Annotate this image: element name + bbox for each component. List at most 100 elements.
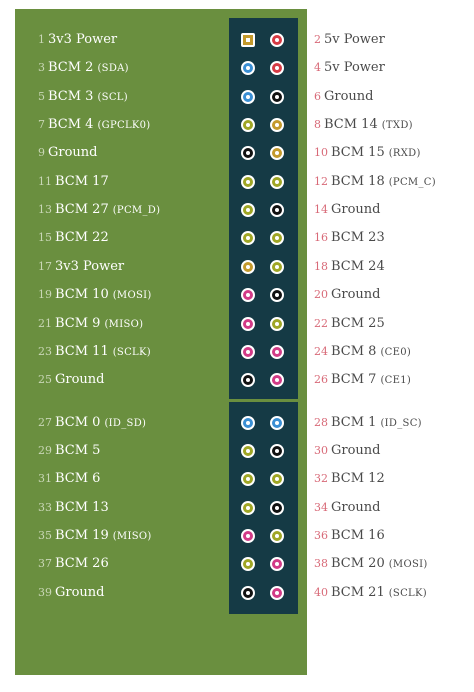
pin-number: 12 xyxy=(314,174,328,188)
pin-name: BCM 10 xyxy=(55,287,109,303)
pin-name: BCM 1 xyxy=(331,414,377,430)
pin-number: 11 xyxy=(38,174,52,188)
pin-31-icon xyxy=(241,472,255,487)
pin-39-label: 39 Ground xyxy=(38,584,105,602)
pin-9-label: 9 Ground xyxy=(38,144,98,162)
pin-16-label: 16 BCM 23 xyxy=(314,229,385,247)
pin-number: 30 xyxy=(314,443,328,457)
pin-1-icon xyxy=(241,33,255,47)
pin-name: BCM 20 xyxy=(331,556,385,572)
pin-name: Ground xyxy=(48,145,98,161)
pin-24-icon xyxy=(270,344,284,359)
pin-35-icon xyxy=(241,528,255,543)
pin-15-icon xyxy=(241,231,255,246)
pin-number: 29 xyxy=(38,443,52,457)
pin-number: 10 xyxy=(314,146,328,160)
pin-26-icon xyxy=(270,373,284,388)
pin-number: 14 xyxy=(314,203,328,217)
pin-7-icon xyxy=(241,118,255,133)
pin-number: 27 xyxy=(38,415,52,429)
pin-name: BCM 27 xyxy=(55,202,109,218)
pin-25-label: 25 Ground xyxy=(38,371,105,389)
pin-number: 23 xyxy=(38,344,52,358)
pin-name: Ground xyxy=(331,442,381,458)
pin-32-label: 32 BCM 12 xyxy=(314,470,385,488)
pin-function: (CE1) xyxy=(380,375,412,387)
pin-function: (MISO) xyxy=(112,530,152,542)
pin-name: BCM 18 xyxy=(331,173,385,189)
pin-function: (PCM_D) xyxy=(112,205,161,217)
pin-23-label: 23 BCM 11 (SCLK) xyxy=(38,343,151,361)
pin-function: (MOSI) xyxy=(388,559,428,571)
pin-number: 6 xyxy=(314,89,321,103)
pin-number: 39 xyxy=(38,585,52,599)
pin-name: Ground xyxy=(331,499,381,515)
pin-number: 28 xyxy=(314,415,328,429)
pin-function: (ID_SD) xyxy=(104,417,147,429)
pin-name: Ground xyxy=(324,88,374,104)
pin-3-label: 3 BCM 2 (SDA) xyxy=(38,59,129,77)
pin-name: Ground xyxy=(55,372,105,388)
pin-5-label: 5 BCM 3 (SCL) xyxy=(38,88,128,106)
pin-number: 33 xyxy=(38,500,52,514)
pin-34-label: 34 Ground xyxy=(314,499,381,517)
pin-name: BCM 8 xyxy=(331,343,377,359)
pin-30-icon xyxy=(270,443,284,458)
pin-name: BCM 24 xyxy=(331,258,385,274)
pin-number: 31 xyxy=(38,472,52,486)
pin-21-label: 21 BCM 9 (MISO) xyxy=(38,315,143,333)
pin-number: 19 xyxy=(38,288,52,302)
pin-14-icon xyxy=(270,203,284,218)
pin-name: BCM 3 xyxy=(48,88,94,104)
pin-34-icon xyxy=(270,500,284,515)
pin-function: (RXD) xyxy=(388,148,421,160)
pin-number: 4 xyxy=(314,61,321,75)
pin-name: BCM 13 xyxy=(55,499,109,515)
pin-32-icon xyxy=(270,472,284,487)
pin-name: 5v Power xyxy=(324,32,385,47)
pin-number: 21 xyxy=(38,316,52,330)
pin-6-label: 6 Ground xyxy=(314,88,374,106)
pin-number: 20 xyxy=(314,288,328,302)
pin-36-icon xyxy=(270,528,284,543)
pin-number: 35 xyxy=(38,528,52,542)
pin-name: BCM 11 xyxy=(55,343,109,359)
pin-number: 7 xyxy=(38,118,45,132)
pin-name: BCM 9 xyxy=(55,315,101,331)
pin-38-icon xyxy=(270,557,284,572)
pin-number: 1 xyxy=(38,33,45,46)
pin-37-icon xyxy=(241,557,255,572)
pin-number: 32 xyxy=(314,472,328,486)
pin-name: Ground xyxy=(331,287,381,303)
pin-name: BCM 17 xyxy=(55,173,109,189)
pin-3-icon xyxy=(241,61,255,76)
pin-25-icon xyxy=(241,373,255,388)
pin-function: (SCL) xyxy=(97,91,128,103)
pin-name: 5v Power xyxy=(324,60,385,76)
pin-function: (SCLK) xyxy=(112,346,151,358)
pin-2-icon xyxy=(270,33,284,47)
pin-number: 25 xyxy=(38,373,52,387)
pin-30-label: 30 Ground xyxy=(314,442,381,460)
pin-29-label: 29 BCM 5 xyxy=(38,442,100,460)
pin-13-icon xyxy=(241,203,255,218)
pin-2-label: 2 5v Power xyxy=(314,31,385,49)
pin-37-label: 37 BCM 26 xyxy=(38,555,109,573)
pin-name: BCM 6 xyxy=(55,471,101,487)
pin-number: 5 xyxy=(38,89,45,103)
gpio-header xyxy=(229,18,298,614)
header-divider xyxy=(229,399,298,402)
pin-name: BCM 26 xyxy=(55,556,109,572)
pin-name: BCM 5 xyxy=(55,442,101,458)
pin-27-icon xyxy=(241,415,255,430)
pin-15-label: 15 BCM 22 xyxy=(38,229,109,247)
pin-6-icon xyxy=(270,89,284,104)
pin-17-label: 17 3v3 Power xyxy=(38,258,124,276)
pin-number: 24 xyxy=(314,344,328,358)
pin-9-icon xyxy=(241,146,255,161)
pin-10-label: 10 BCM 15 (RXD) xyxy=(314,144,421,162)
pin-28-label: 28 BCM 1 (ID_SC) xyxy=(314,414,422,432)
pin-function: (SCLK) xyxy=(388,587,427,599)
pin-number: 38 xyxy=(314,557,328,571)
pin-name: Ground xyxy=(55,584,105,600)
